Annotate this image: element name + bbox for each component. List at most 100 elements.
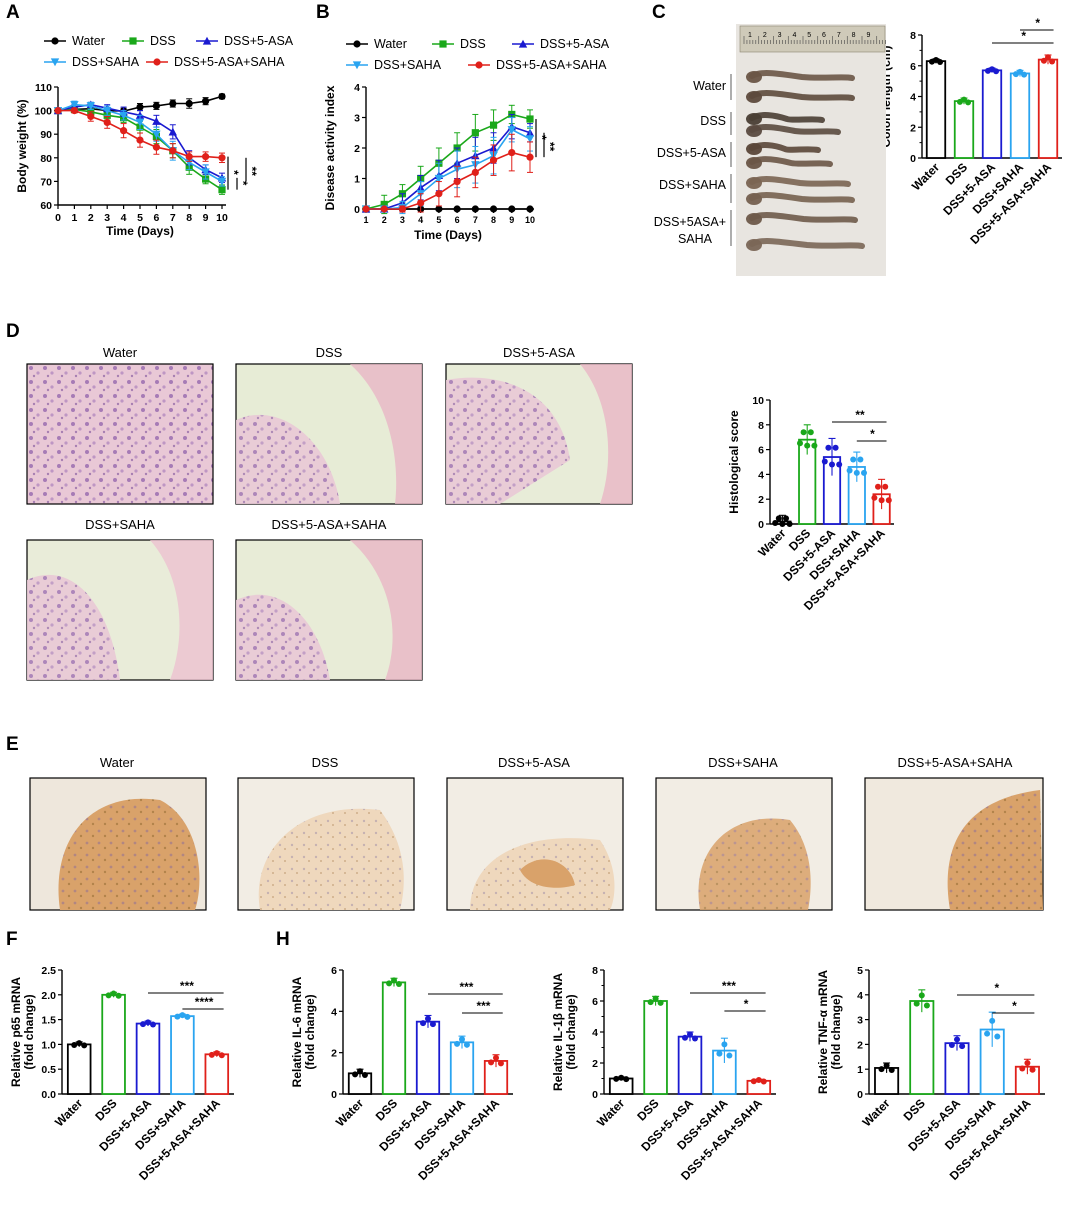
colon-strip bbox=[749, 238, 865, 249]
cecum bbox=[746, 125, 762, 137]
ihc-image-row: Water DSS DSS+5-ASA DSS+SAHA DSS+5-ASA+S… bbox=[29, 755, 1044, 911]
data-point bbox=[682, 1034, 689, 1041]
legend-marker bbox=[129, 37, 137, 45]
data-point bbox=[395, 981, 402, 988]
data-point bbox=[613, 1075, 620, 1082]
bar bbox=[643, 1000, 668, 1095]
legend-label: Water bbox=[374, 37, 407, 51]
panel-label-c: C bbox=[652, 2, 666, 23]
data-point bbox=[878, 497, 885, 504]
data-point bbox=[811, 442, 818, 449]
y-tick-label: 4 bbox=[857, 990, 863, 1002]
y-tick-label: 110 bbox=[35, 82, 52, 94]
ruler-number: 1 bbox=[748, 32, 752, 39]
ruler-number: 9 bbox=[866, 32, 870, 39]
data-point bbox=[796, 440, 803, 447]
series-dss bbox=[362, 104, 534, 215]
y-tick-label: 2 bbox=[758, 494, 764, 506]
colon-strip bbox=[749, 156, 833, 167]
x-category-label: Water bbox=[333, 1096, 366, 1129]
data-point bbox=[850, 456, 857, 463]
data-point bbox=[103, 118, 111, 126]
y-tick-label: 8 bbox=[592, 965, 598, 977]
y-tick-label: 6 bbox=[592, 996, 598, 1008]
series-dss-saha bbox=[361, 117, 535, 215]
y-tick-label: 8 bbox=[758, 420, 764, 432]
data-point bbox=[526, 115, 534, 123]
data-point bbox=[1019, 1065, 1026, 1072]
il1b-mrna-bar-chart: 0 2 4 6 8 Relative IL-1β mRNA (fold change) Wat… bbox=[551, 965, 776, 1183]
x-tick-label: 10 bbox=[216, 212, 228, 224]
panel-label-b: B bbox=[316, 2, 330, 23]
data-point bbox=[218, 186, 226, 194]
data-point bbox=[755, 1077, 762, 1084]
he-image-water bbox=[26, 363, 214, 505]
data-point bbox=[508, 148, 516, 157]
he-title-water: Water bbox=[103, 345, 138, 360]
bar bbox=[449, 1041, 475, 1095]
significance-label: *** bbox=[459, 980, 473, 994]
data-point bbox=[149, 1021, 156, 1028]
legend-marker bbox=[51, 37, 59, 45]
data-point bbox=[218, 92, 226, 101]
x-tick-label: 7 bbox=[170, 212, 176, 224]
significance-label: * bbox=[1012, 999, 1017, 1013]
data-point bbox=[202, 97, 210, 105]
legend: Water DSS DSS+5-ASA DSS+SAHA DSS+5-ASA+SAHA bbox=[346, 37, 610, 72]
y-axis-title: Histological score bbox=[727, 410, 741, 514]
data-point bbox=[185, 153, 193, 161]
y-tick-label: 70 bbox=[40, 176, 52, 188]
legend-label: DSS bbox=[150, 34, 176, 48]
colon-strip bbox=[749, 70, 855, 81]
y-tick-label: 100 bbox=[34, 106, 52, 118]
data-point bbox=[994, 1033, 1001, 1040]
data-point bbox=[145, 1019, 151, 1026]
colon-row-water: Water bbox=[693, 79, 726, 93]
series-dss-5-asa-saha bbox=[54, 107, 226, 164]
ruler-number: 5 bbox=[807, 32, 811, 39]
data-point bbox=[623, 1076, 630, 1083]
y-tick-label: 1.5 bbox=[41, 1015, 56, 1027]
data-point bbox=[352, 1071, 359, 1078]
data-point bbox=[497, 1060, 504, 1067]
y-tick-label: 6 bbox=[331, 965, 337, 977]
legend-marker bbox=[475, 61, 483, 69]
data-point bbox=[1049, 58, 1056, 65]
data-point bbox=[71, 1041, 78, 1048]
data-point bbox=[380, 200, 388, 209]
bar bbox=[204, 1053, 230, 1095]
y-tick-label: 80 bbox=[40, 153, 52, 165]
legend-label: DSS+5-ASA+SAHA bbox=[174, 55, 285, 69]
p65-mrna-bar-chart: 0.0 0.5 1.0 1.5 2.0 2.5 Relative p65 mRNA (fold… bbox=[9, 965, 234, 1183]
colon-row-dss-5asa: DSS+5-ASA bbox=[657, 146, 727, 160]
cecum bbox=[746, 239, 762, 251]
colon-row-dss: DSS bbox=[700, 114, 726, 128]
data-point bbox=[691, 1035, 698, 1042]
colon-row-combo-line2: SAHA bbox=[678, 232, 713, 246]
x-category-label: Water bbox=[52, 1096, 85, 1129]
data-point bbox=[179, 1012, 186, 1019]
cecum bbox=[746, 71, 762, 83]
y-tick-label: 0 bbox=[592, 1089, 598, 1101]
y-tick-label: 0 bbox=[331, 1089, 337, 1101]
ihc-title-combo: DSS+5-ASA+SAHA bbox=[898, 755, 1013, 770]
bar bbox=[66, 1043, 92, 1095]
data-point bbox=[420, 1020, 427, 1027]
data-point bbox=[152, 143, 160, 151]
data-point bbox=[184, 1013, 191, 1020]
data-point bbox=[821, 458, 828, 465]
x-category-label: DSS bbox=[901, 1096, 928, 1123]
significance-label: * bbox=[870, 427, 875, 441]
data-point bbox=[391, 977, 397, 984]
y-tick-label: 60 bbox=[40, 200, 52, 212]
x-tick-label: 10 bbox=[525, 215, 535, 225]
bar bbox=[170, 1015, 195, 1095]
x-tick-label: 0 bbox=[55, 212, 61, 224]
series-dss-5-asa bbox=[361, 113, 535, 213]
data-point bbox=[507, 126, 516, 134]
data-point bbox=[362, 205, 370, 213]
data-point bbox=[885, 497, 892, 504]
data-point bbox=[652, 995, 659, 1002]
y-tick-label: 2 bbox=[354, 143, 360, 155]
data-point bbox=[135, 118, 145, 127]
